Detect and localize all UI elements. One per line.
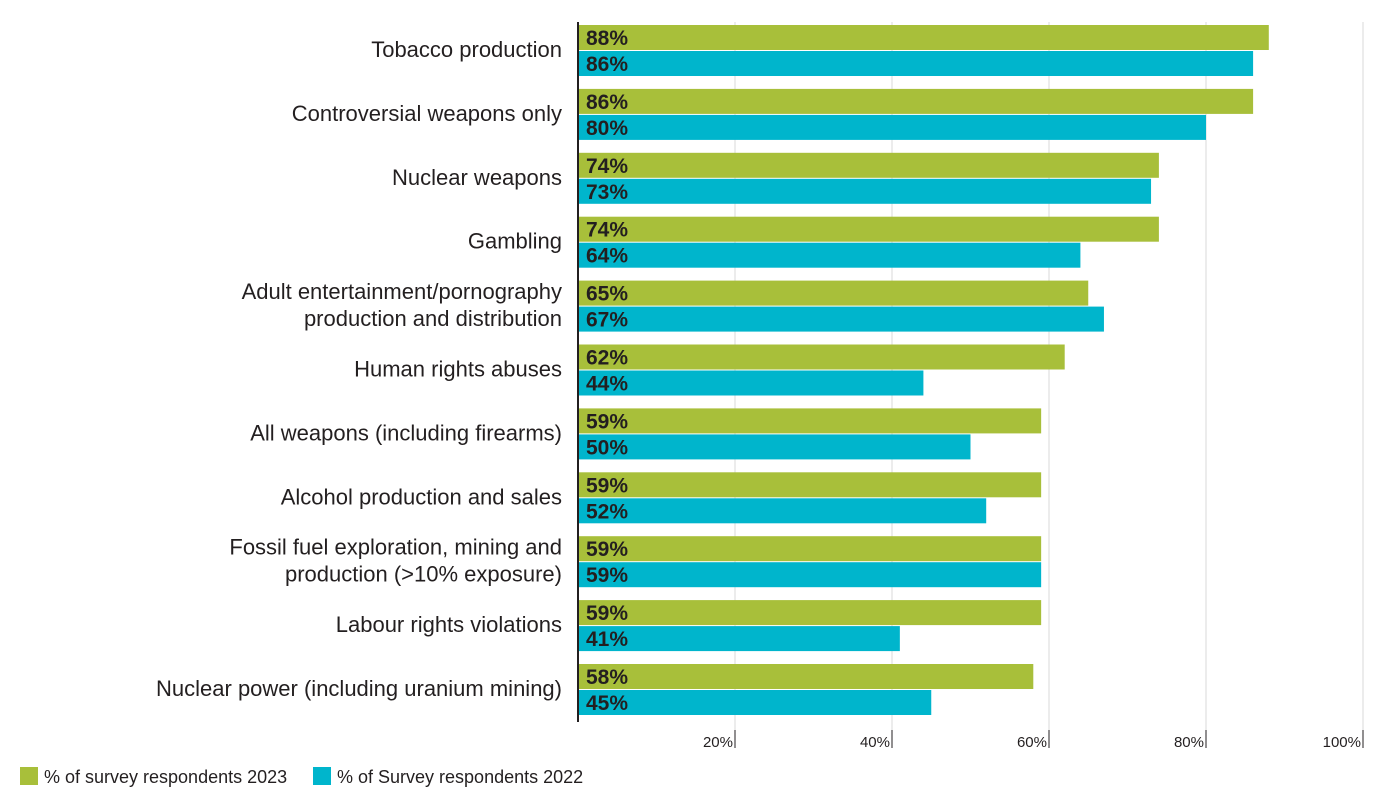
category-label: Fossil fuel exploration, mining and produ… <box>229 535 562 587</box>
x-tick-label: 80% <box>1174 734 1204 751</box>
bar-2022 <box>578 51 1254 76</box>
category-label: Adult entertainment/pornography productio… <box>242 279 562 331</box>
bar-2022 <box>578 498 987 524</box>
data-label: 86% <box>586 91 628 114</box>
data-label: 67% <box>586 309 628 332</box>
category-label: Tobacco production <box>371 37 562 62</box>
bar-2023 <box>578 344 1065 370</box>
data-label: 59% <box>586 410 628 433</box>
data-label: 80% <box>586 117 628 140</box>
bar-2022 <box>578 370 924 396</box>
bar-2023 <box>578 25 1269 50</box>
data-label: 74% <box>586 219 628 242</box>
legend-swatch <box>20 767 38 785</box>
bar-2023 <box>578 88 1254 114</box>
data-label: 59% <box>586 474 628 497</box>
bar-2022 <box>578 178 1152 204</box>
data-label: 73% <box>586 181 628 204</box>
x-tick-label: 100% <box>1323 734 1361 751</box>
data-label: 50% <box>586 436 628 459</box>
category-label: Nuclear power (including uranium mining) <box>156 676 562 701</box>
bar-2022 <box>578 434 971 460</box>
data-label: 74% <box>586 155 628 178</box>
category-label: Gambling <box>468 229 562 254</box>
x-tick-label: 60% <box>1017 734 1047 751</box>
bar-2023 <box>578 152 1159 178</box>
category-label: Alcohol production and sales <box>281 484 562 509</box>
data-label: 86% <box>586 53 628 76</box>
legend-swatch <box>313 767 331 785</box>
legend-label: % of Survey respondents 2022 <box>337 767 583 787</box>
bar-2023 <box>578 472 1042 498</box>
category-label: Controversial weapons only <box>292 101 562 126</box>
bar-2023 <box>578 600 1042 626</box>
bar-2022 <box>578 626 900 652</box>
bar-2023 <box>578 280 1089 306</box>
bar-2022 <box>578 114 1206 140</box>
data-label: 58% <box>586 666 628 689</box>
data-label: 52% <box>586 500 628 523</box>
data-label: 59% <box>586 538 628 561</box>
bar-2023 <box>578 408 1042 434</box>
data-label: 44% <box>586 373 628 396</box>
data-label: 45% <box>586 692 628 715</box>
data-label: 64% <box>586 245 628 268</box>
bar-2022 <box>578 306 1104 332</box>
data-label: 59% <box>586 602 628 625</box>
category-label: Nuclear weapons <box>392 165 562 190</box>
value-labels: 88% 86% 86% 80% 74% 73% 74% 64% 65% 67% 62% 44% 59% 5… <box>586 27 628 715</box>
bar-2022 <box>578 242 1081 268</box>
data-label: 59% <box>586 564 628 587</box>
legend-label: % of survey respondents 2023 <box>44 767 287 787</box>
data-label: 62% <box>586 347 628 370</box>
x-tick-label: 40% <box>860 734 890 751</box>
bar-2022 <box>578 562 1042 588</box>
bars <box>578 25 1269 715</box>
data-label: 41% <box>586 628 628 651</box>
bar-2023 <box>578 664 1034 689</box>
data-label: 88% <box>586 27 628 50</box>
bar-2022 <box>578 690 932 715</box>
category-label: Human rights abuses <box>354 357 562 382</box>
x-axis-ticks: 20% 40% 60% 80% 100% <box>703 730 1364 751</box>
category-labels: Tobacco production Controversial weapons … <box>156 37 562 701</box>
bar-2023 <box>578 216 1159 242</box>
category-label: Labour rights violations <box>336 612 562 637</box>
x-tick-label: 20% <box>703 734 733 751</box>
category-label: All weapons (including firearms) <box>250 420 562 445</box>
bar-2023 <box>578 536 1042 562</box>
legend: % of survey respondents 2023 % of Survey … <box>20 767 583 787</box>
data-label: 65% <box>586 283 628 306</box>
